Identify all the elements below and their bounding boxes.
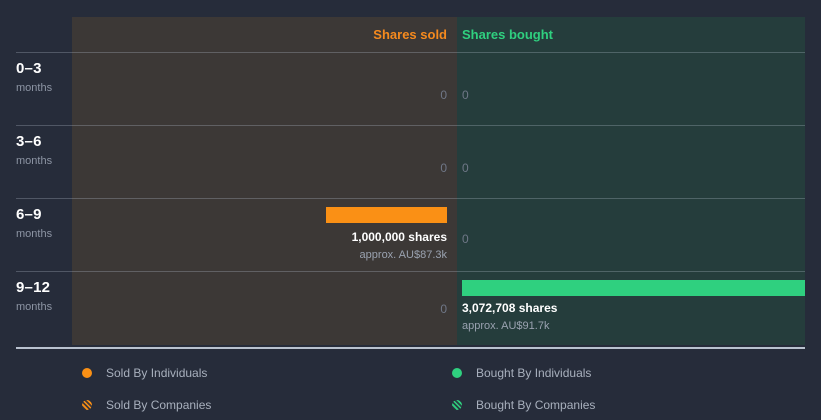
- hatched-circle-green-icon: [452, 399, 462, 410]
- period-range-unit: months: [16, 228, 53, 240]
- period-label-3-6: 3–6 months: [16, 133, 72, 167]
- period-range-unit: months: [16, 301, 53, 313]
- row-divider: [16, 271, 805, 272]
- bought-value-6-9: 0: [462, 232, 469, 246]
- legend-column-bought: Bought By Individuals Bought By Companie…: [452, 360, 595, 417]
- legend-label: Bought By Individuals: [476, 365, 592, 380]
- legend-label: Sold By Companies: [106, 397, 212, 412]
- bought-approx-9-12: approx. AU$91.7k: [462, 320, 550, 332]
- period-range-unit: months: [16, 155, 53, 167]
- period-range: 6–9: [16, 206, 42, 223]
- legend-label: Sold By Individuals: [106, 365, 208, 380]
- legend-item-bought-by-companies[interactable]: Bought By Companies: [452, 392, 595, 417]
- bought-bar-9-12[interactable]: [462, 280, 805, 296]
- sold-value-6-9: 1,000,000 shares approx. AU$87.3k: [72, 230, 447, 263]
- axis-baseline: [16, 347, 805, 349]
- bought-value-3-6: 0: [462, 161, 469, 175]
- hatched-circle-orange-icon: [82, 399, 92, 410]
- period-label-6-9: 6–9 months: [16, 206, 72, 240]
- period-label-9-12: 9–12 months: [16, 279, 72, 313]
- legend-item-bought-by-individuals[interactable]: Bought By Individuals: [452, 360, 595, 385]
- legend-column-sold: Sold By Individuals Sold By Companies: [82, 360, 211, 417]
- solid-circle-green-icon: [452, 367, 462, 378]
- period-range-unit: months: [16, 82, 53, 94]
- shares-sold-header: Shares sold: [373, 27, 447, 42]
- period-range: 3–6: [16, 133, 42, 150]
- legend-label: Bought By Companies: [476, 397, 596, 412]
- row-divider: [16, 52, 805, 53]
- chart-legend: Sold By Individuals Sold By Companies Bo…: [0, 360, 821, 420]
- period-range: 9–12: [16, 279, 51, 296]
- shares-bought-header: Shares bought: [462, 27, 554, 42]
- sold-value-9-12: 0: [440, 302, 447, 316]
- bought-value-9-12: 3,072,708 shares approx. AU$91.7k: [462, 301, 802, 334]
- period-label-0-3: 0–3 months: [16, 60, 72, 94]
- sold-value-3-6: 0: [440, 161, 447, 175]
- shares-sold-column-panel: [72, 17, 457, 345]
- legend-item-sold-by-companies[interactable]: Sold By Companies: [82, 392, 211, 417]
- row-divider: [16, 198, 805, 199]
- row-divider: [16, 125, 805, 126]
- sold-approx-6-9: approx. AU$87.3k: [359, 249, 447, 261]
- legend-item-sold-by-individuals[interactable]: Sold By Individuals: [82, 360, 211, 385]
- sold-value-0-3: 0: [440, 88, 447, 102]
- bought-shares-9-12: 3,072,708 shares: [462, 301, 558, 315]
- bought-value-0-3: 0: [462, 88, 469, 102]
- solid-circle-orange-icon: [82, 367, 92, 378]
- sold-bar-6-9[interactable]: [326, 207, 447, 223]
- period-range: 0–3: [16, 60, 42, 77]
- sold-shares-6-9: 1,000,000 shares: [351, 230, 447, 244]
